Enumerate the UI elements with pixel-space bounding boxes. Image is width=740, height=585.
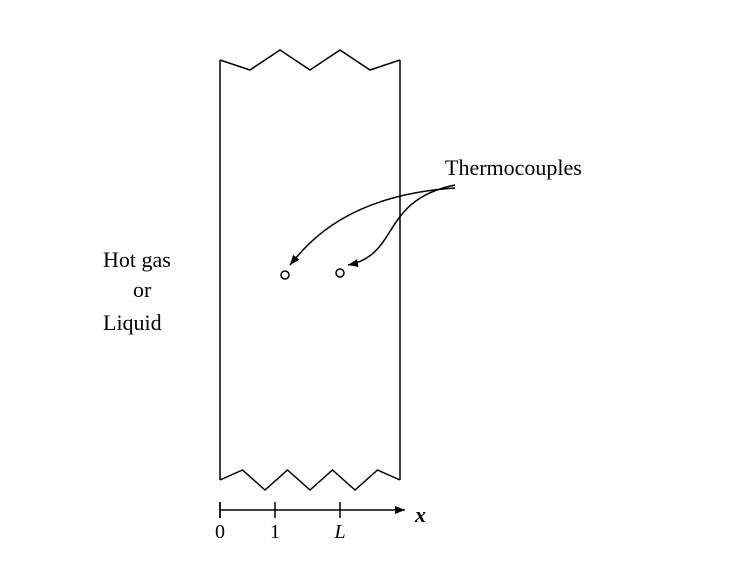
axis-variable-label: x [414,502,426,527]
thermocouple-marker-2 [336,269,344,277]
slab-bottom-zigzag [220,470,400,490]
leader-arrow-1 [348,185,455,265]
hot-gas-label-line2: or [133,277,152,302]
axis-label-1: 1 [270,521,280,543]
hot-gas-label-line3: Liquid [103,310,162,335]
leader-arrowhead-1 [348,259,359,267]
thermocouple-diagram: Thermocouples Hot gas or Liquid 0 1 L x [0,0,740,585]
hot-gas-label-line1: Hot gas [103,247,171,272]
diagram-svg: Thermocouples Hot gas or Liquid 0 1 L x [0,0,740,585]
thermocouples-label: Thermocouples [445,155,582,180]
x-axis-arrowhead [395,506,405,514]
axis-label-0: 0 [215,521,225,543]
axis-label-L: L [333,521,345,543]
thermocouple-marker-1 [281,271,289,279]
slab-top-zigzag [220,50,400,70]
